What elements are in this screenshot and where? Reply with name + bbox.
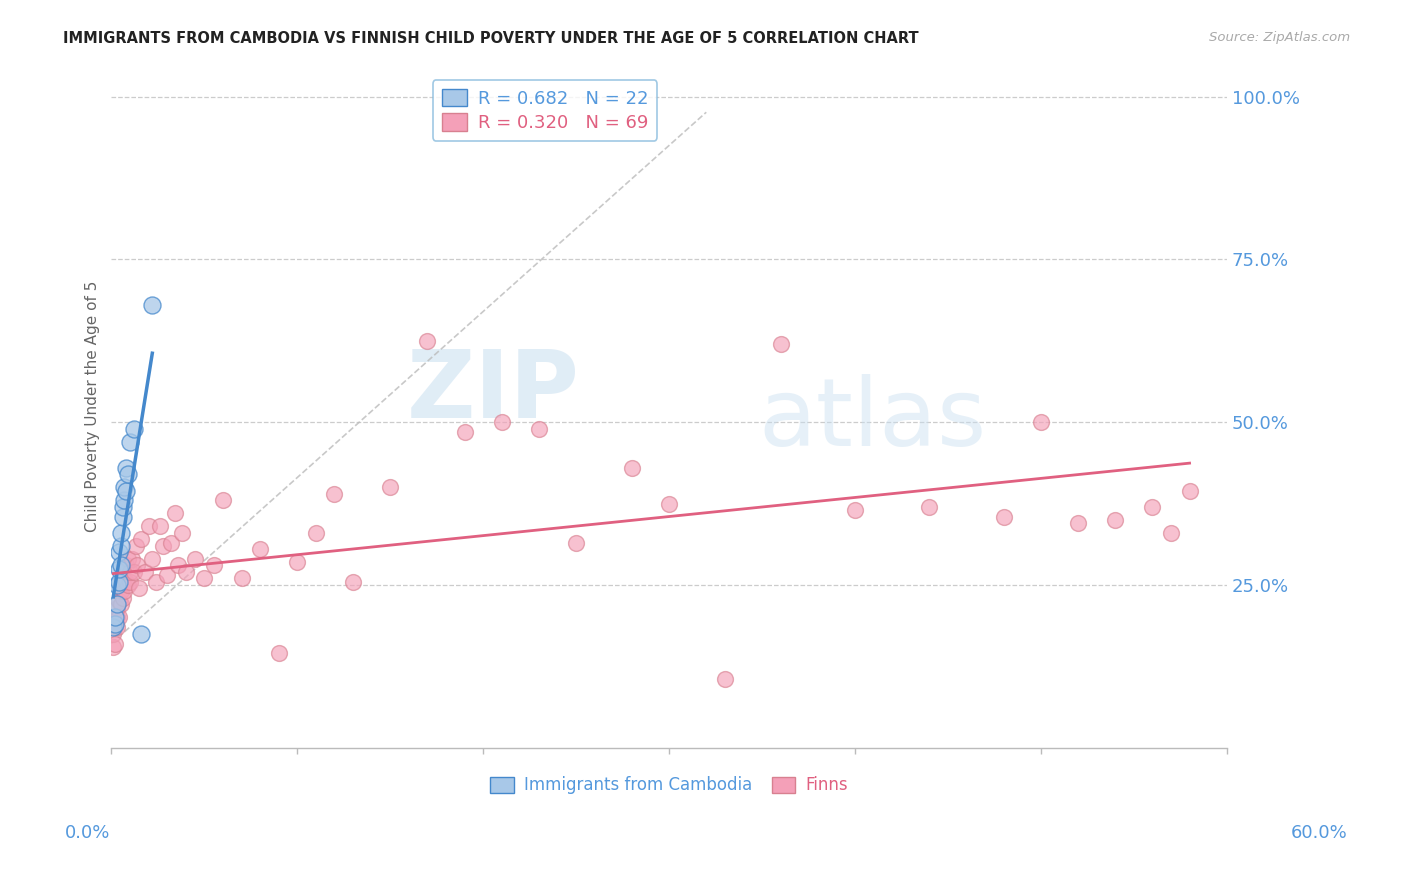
Point bbox=[129, 533, 152, 547]
Point bbox=[110, 539, 132, 553]
Point bbox=[112, 480, 135, 494]
Point bbox=[105, 610, 128, 624]
Point bbox=[202, 558, 225, 573]
Point bbox=[112, 584, 135, 599]
Point bbox=[918, 500, 941, 514]
Point bbox=[620, 460, 643, 475]
Point bbox=[122, 565, 145, 579]
Text: IMMIGRANTS FROM CAMBODIA VS FINNISH CHILD POVERTY UNDER THE AGE OF 5 CORRELATION: IMMIGRANTS FROM CAMBODIA VS FINNISH CHIL… bbox=[63, 31, 920, 46]
Point bbox=[993, 509, 1015, 524]
Point bbox=[124, 539, 146, 553]
Point bbox=[103, 626, 125, 640]
Point bbox=[115, 574, 138, 589]
Point bbox=[141, 552, 163, 566]
Y-axis label: Child Poverty Under the Age of 5: Child Poverty Under the Age of 5 bbox=[86, 280, 100, 532]
Point bbox=[104, 610, 127, 624]
Text: 0.0%: 0.0% bbox=[65, 824, 110, 842]
Point bbox=[416, 334, 439, 348]
Point bbox=[108, 545, 131, 559]
Point bbox=[111, 591, 134, 605]
Point bbox=[117, 552, 139, 566]
Point bbox=[129, 626, 152, 640]
Point bbox=[249, 542, 271, 557]
Point bbox=[110, 598, 132, 612]
Point bbox=[145, 574, 167, 589]
Point bbox=[103, 640, 125, 654]
Point bbox=[105, 578, 128, 592]
Point bbox=[117, 467, 139, 482]
Point bbox=[160, 535, 183, 549]
Legend: Immigrants from Cambodia, Finns: Immigrants from Cambodia, Finns bbox=[484, 770, 855, 801]
Point bbox=[527, 422, 550, 436]
Point bbox=[170, 525, 193, 540]
Point bbox=[118, 565, 141, 579]
Point bbox=[305, 525, 328, 540]
Text: 60.0%: 60.0% bbox=[1291, 824, 1347, 842]
Point bbox=[167, 558, 190, 573]
Point bbox=[134, 565, 156, 579]
Point bbox=[121, 552, 143, 566]
Point bbox=[115, 460, 138, 475]
Point bbox=[565, 535, 588, 549]
Point bbox=[212, 493, 235, 508]
Point bbox=[658, 497, 681, 511]
Point bbox=[342, 574, 364, 589]
Point bbox=[108, 610, 131, 624]
Point bbox=[323, 487, 346, 501]
Point bbox=[141, 298, 163, 312]
Point bbox=[104, 614, 127, 628]
Point bbox=[105, 600, 128, 615]
Point bbox=[149, 519, 172, 533]
Point bbox=[115, 558, 138, 573]
Point bbox=[111, 574, 134, 589]
Point bbox=[104, 620, 127, 634]
Point bbox=[138, 519, 160, 533]
Point bbox=[1029, 415, 1052, 429]
Point bbox=[128, 581, 150, 595]
Point bbox=[184, 552, 207, 566]
Point bbox=[1160, 525, 1182, 540]
Point bbox=[105, 598, 128, 612]
Text: atlas: atlas bbox=[758, 374, 987, 466]
Point bbox=[111, 509, 134, 524]
Point bbox=[714, 673, 737, 687]
Point bbox=[1178, 483, 1201, 498]
Text: ZIP: ZIP bbox=[406, 346, 579, 438]
Point bbox=[844, 503, 866, 517]
Point bbox=[380, 480, 402, 494]
Point bbox=[112, 493, 135, 508]
Point bbox=[122, 422, 145, 436]
Point bbox=[174, 565, 197, 579]
Point bbox=[1142, 500, 1164, 514]
Point bbox=[105, 620, 128, 634]
Point bbox=[118, 574, 141, 589]
Point bbox=[127, 558, 149, 573]
Point bbox=[104, 636, 127, 650]
Point bbox=[110, 525, 132, 540]
Point bbox=[285, 555, 308, 569]
Point bbox=[152, 539, 174, 553]
Point bbox=[115, 483, 138, 498]
Text: Source: ZipAtlas.com: Source: ZipAtlas.com bbox=[1209, 31, 1350, 45]
Point bbox=[491, 415, 513, 429]
Point bbox=[163, 506, 186, 520]
Point bbox=[1104, 513, 1126, 527]
Point bbox=[108, 594, 131, 608]
Point bbox=[110, 558, 132, 573]
Point bbox=[156, 568, 179, 582]
Point bbox=[111, 500, 134, 514]
Point bbox=[231, 571, 253, 585]
Point bbox=[118, 434, 141, 449]
Point bbox=[110, 584, 132, 599]
Point bbox=[108, 561, 131, 575]
Point bbox=[103, 620, 125, 634]
Point bbox=[117, 578, 139, 592]
Point bbox=[769, 337, 792, 351]
Point bbox=[453, 425, 475, 439]
Point bbox=[193, 571, 215, 585]
Point bbox=[104, 617, 127, 632]
Point bbox=[1067, 516, 1090, 530]
Point bbox=[108, 574, 131, 589]
Point bbox=[267, 646, 290, 660]
